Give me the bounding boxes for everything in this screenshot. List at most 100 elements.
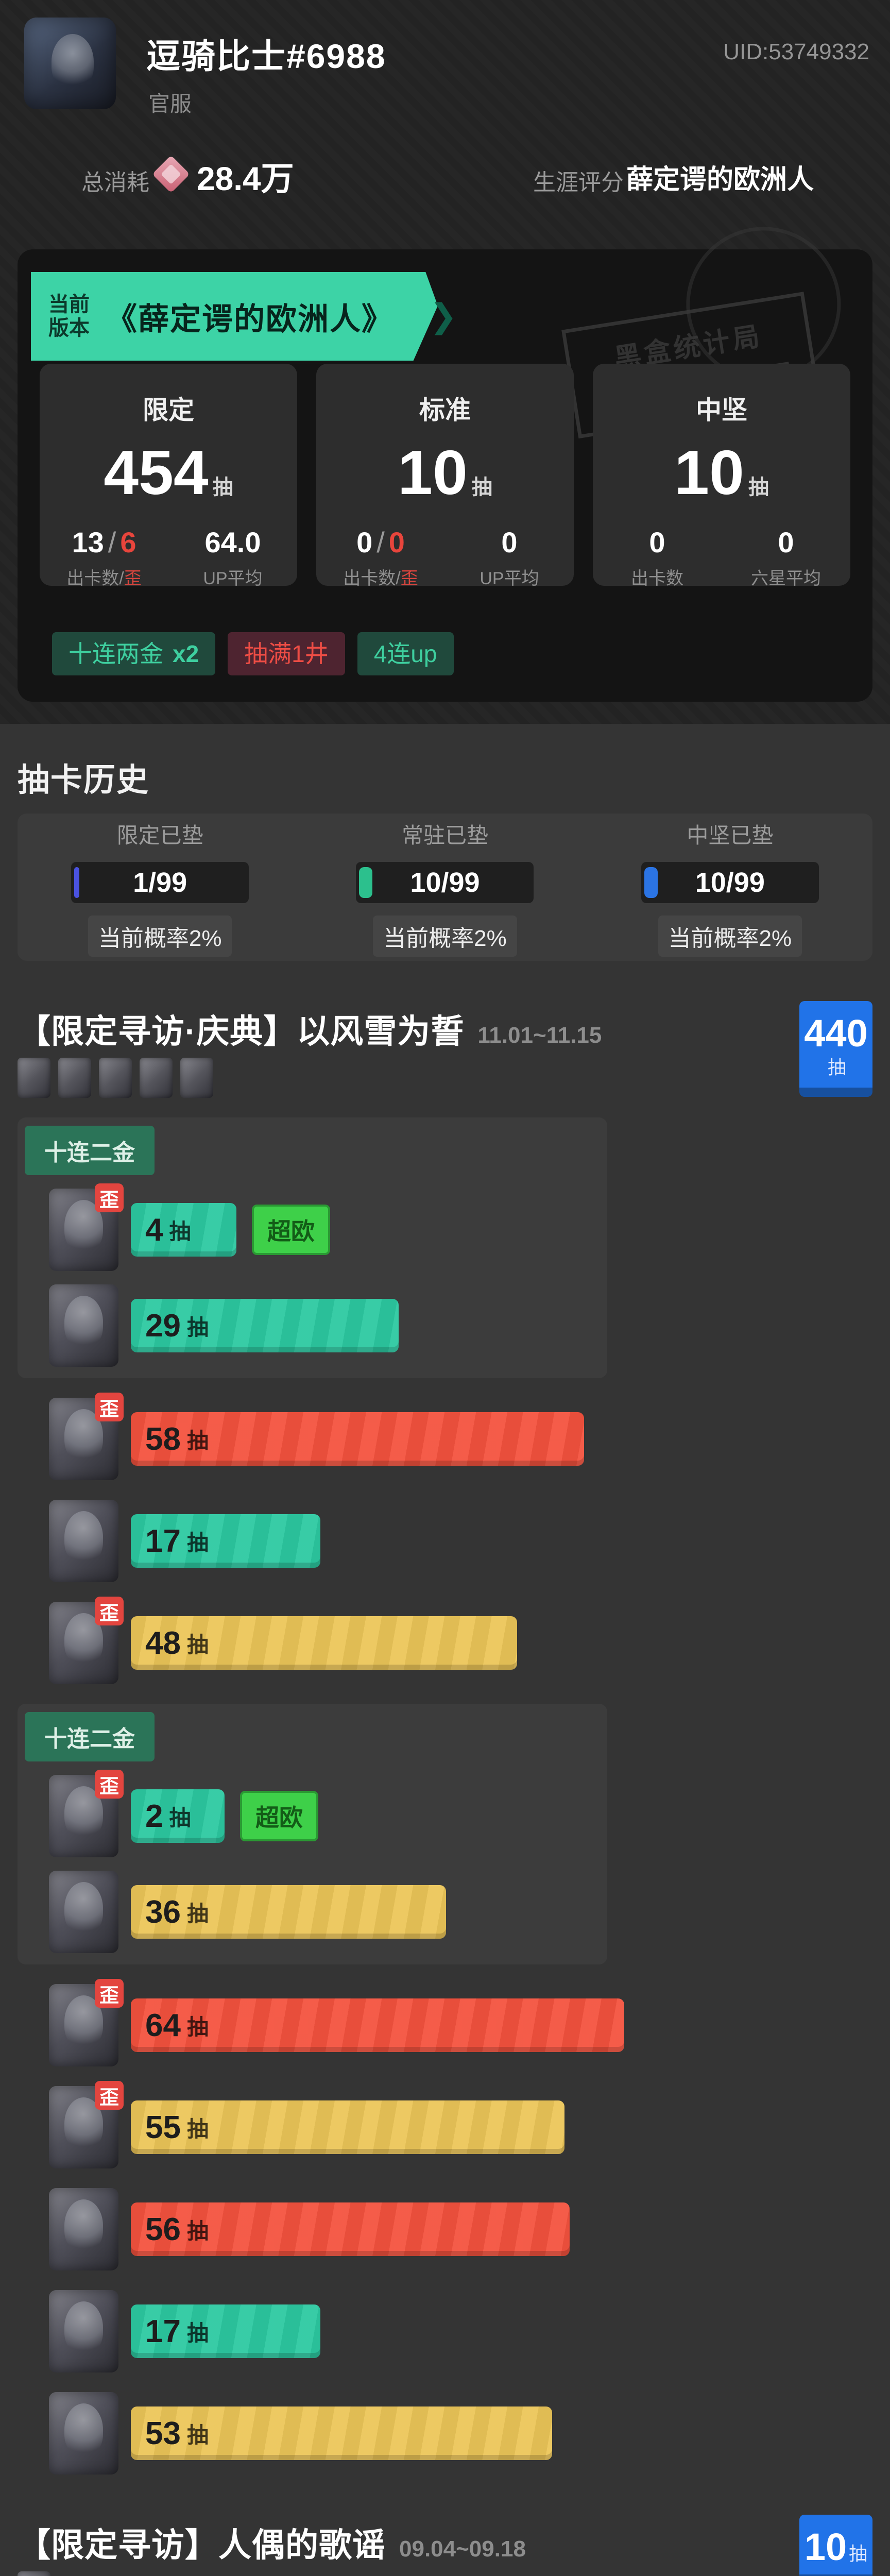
stat-card: 标准 10 抽 0/0 出卡数/歪 0 UP平均 [316, 364, 574, 589]
off-banner-badge: 歪 [95, 1393, 124, 1421]
pity-panel: 限定已垫 1/99 当前概率2% 常驻已垫 10/99 当前概率2% 中坚已垫 10/99 当前… [18, 814, 872, 961]
currency-gem-icon [152, 155, 190, 193]
pull-count: 56 [145, 2211, 181, 2247]
pity-probability: 当前概率2% [88, 915, 232, 957]
pull-entry-row[interactable]: 53 抽 [18, 2392, 872, 2475]
slash: / [396, 569, 401, 588]
user-avatar[interactable] [24, 18, 116, 109]
tag-text: 抽满1井 [244, 640, 329, 667]
pull-entry-row[interactable]: 歪 48 抽 [18, 1597, 872, 1684]
pull-unit: 抽 [186, 2218, 209, 2243]
pity-progress-bar: 1/99 [71, 861, 249, 903]
pull-entry-row[interactable]: 29 抽 [18, 1284, 607, 1367]
pull-unit: 抽 [186, 1530, 209, 1555]
uid-label: UID:53749332 [723, 39, 869, 64]
pull-history-section: 抽卡历史 限定已垫 1/99 当前概率2% 常驻已垫 10/99 当前概率2% 中坚已垫 10… [0, 724, 890, 2576]
pull-entry-row[interactable]: 歪 58 抽 [18, 1393, 872, 1480]
chevron-right-icon: ❯ [430, 297, 457, 334]
out-label: 出卡数 [631, 569, 683, 588]
pull-count-bar: 53 抽 [131, 2406, 552, 2460]
profile-header-section: 逗骑比士#6988 官服 UID:53749332 总消耗 28.4万 生涯评分… [0, 0, 890, 724]
banner-date-range: 09.04~09.18 [399, 2536, 526, 2562]
pull-entry-row[interactable]: 歪 4 抽超欧 [18, 1183, 607, 1271]
tag-multiplier: x2 [173, 640, 199, 667]
operator-avatar: 歪 [49, 1979, 124, 2066]
banner-total-unit: 抽 [827, 1057, 846, 1078]
pull-unit: 抽 [169, 1805, 191, 1830]
operator-avatar: 歪 [49, 2081, 124, 2168]
operator-avatar [49, 2188, 118, 2270]
banner-date-range: 11.01~11.15 [477, 1023, 602, 1048]
stat-left-col: 0 出卡数 [593, 526, 722, 589]
history-heading: 抽卡历史 [18, 762, 150, 798]
banner-total-pulls-badge: 10 抽 [799, 2515, 872, 2576]
pity-probability: 当前概率2% [658, 915, 802, 957]
username: 逗骑比士#6988 [146, 37, 386, 75]
pull-count: 64 [145, 2007, 181, 2043]
tag-text: 4连up [373, 640, 437, 667]
pull-count-bar: 17 抽 [131, 1514, 320, 1568]
pull-count: 29 [145, 1308, 181, 1344]
pull-count-unit: 抽 [212, 476, 233, 499]
banner-operator-avatars [18, 1058, 872, 1098]
version-ribbon-prefix: 当前版本 [48, 293, 90, 340]
ten-pull-group-label: 十连二金 [25, 1712, 155, 1761]
pity-column: 中坚已垫 10/99 当前概率2% [588, 818, 872, 957]
total-consume-label: 总消耗 [81, 170, 149, 195]
stat-card: 限定 454 抽 13/6 出卡数/歪 64.0 UP平均 [40, 364, 297, 589]
pull-count-bar: 48 抽 [131, 1616, 517, 1670]
avg-value: 64.0 [204, 526, 261, 558]
off-banner-badge: 歪 [95, 2081, 124, 2110]
banner-total-value: 440 [804, 1012, 868, 1055]
pull-count: 58 [145, 1421, 181, 1457]
career-rating-value: 薛定谔的欧洲人 [626, 165, 814, 195]
banner-header[interactable]: 【限定寻访】人偶的歌谣 09.04~09.18 10 抽 [18, 2515, 872, 2576]
pull-entry-row[interactable]: 17 抽 [18, 2290, 872, 2372]
pity-label: 常驻已垫 [401, 823, 488, 848]
avg-label: UP平均 [203, 569, 263, 588]
pull-count-value: 10 [398, 437, 468, 507]
pull-count-value: 10 [674, 437, 744, 507]
stat-left-label: 出卡数/歪 [40, 564, 168, 589]
pity-column: 限定已垫 1/99 当前概率2% [18, 818, 302, 957]
pity-value: 10/99 [695, 867, 765, 898]
pull-count-unit: 抽 [748, 476, 769, 499]
banner-total-value: 10 [804, 2526, 847, 2568]
pull-entry-row[interactable]: 56 抽 [18, 2188, 872, 2270]
operator-avatar: 歪 [49, 1597, 124, 1684]
banner-header[interactable]: 【限定寻访·庆典】以风雪为誓 11.01~11.15 440抽 [18, 1001, 872, 1097]
pull-count: 36 [145, 1894, 181, 1930]
pull-entry-row[interactable]: 歪 55 抽 [18, 2081, 872, 2168]
stat-card-stats: 0/0 出卡数/歪 0 UP平均 [316, 526, 574, 589]
pull-unit: 抽 [186, 2320, 209, 2345]
slash: / [119, 569, 124, 588]
stat-cards-row: 限定 454 抽 13/6 出卡数/歪 64.0 UP平均 标准 10 抽 0/0 出卡数/歪 0 UP平… [40, 364, 850, 589]
pull-entry-row[interactable]: 36 抽 [18, 1871, 607, 1953]
pull-unit: 抽 [186, 2116, 209, 2141]
pity-value: 1/99 [133, 867, 187, 898]
achievement-tag: 抽满1井 [228, 632, 345, 675]
operator-avatar [49, 2392, 118, 2475]
slash: / [376, 526, 385, 558]
avg-label: UP平均 [480, 569, 539, 588]
stat-card-pulls: 454 抽 [40, 441, 297, 504]
tag-text: 十连两金 [69, 640, 163, 667]
stat-left-label: 出卡数/歪 [316, 564, 445, 589]
operator-mini-avatar [99, 1058, 132, 1098]
stat-right-col: 64.0 UP平均 [168, 526, 297, 589]
achievement-tag: 十连两金 x2 [52, 632, 216, 675]
pull-entry-row[interactable]: 17 抽 [18, 1500, 872, 1582]
pull-entry-row[interactable]: 歪 2 抽超欧 [18, 1770, 607, 1857]
pity-value: 10/99 [410, 867, 480, 898]
pull-entry-row[interactable]: 歪 64 抽 [18, 1979, 872, 2066]
pity-progress-bar: 10/99 [641, 861, 819, 903]
banners-container: 【限定寻访·庆典】以风雪为誓 11.01~11.15 440抽 十连二金歪 4 抽超欧 29… [18, 1001, 872, 2576]
pull-unit: 抽 [186, 1632, 209, 1657]
pity-progress-indicator [359, 867, 373, 898]
avg-label: 六星平均 [751, 569, 821, 588]
operator-mini-avatar [58, 1058, 91, 1098]
stat-card-title: 中坚 [696, 396, 747, 425]
stat-card-pulls: 10 抽 [316, 441, 574, 504]
avg-value: 0 [778, 526, 794, 558]
